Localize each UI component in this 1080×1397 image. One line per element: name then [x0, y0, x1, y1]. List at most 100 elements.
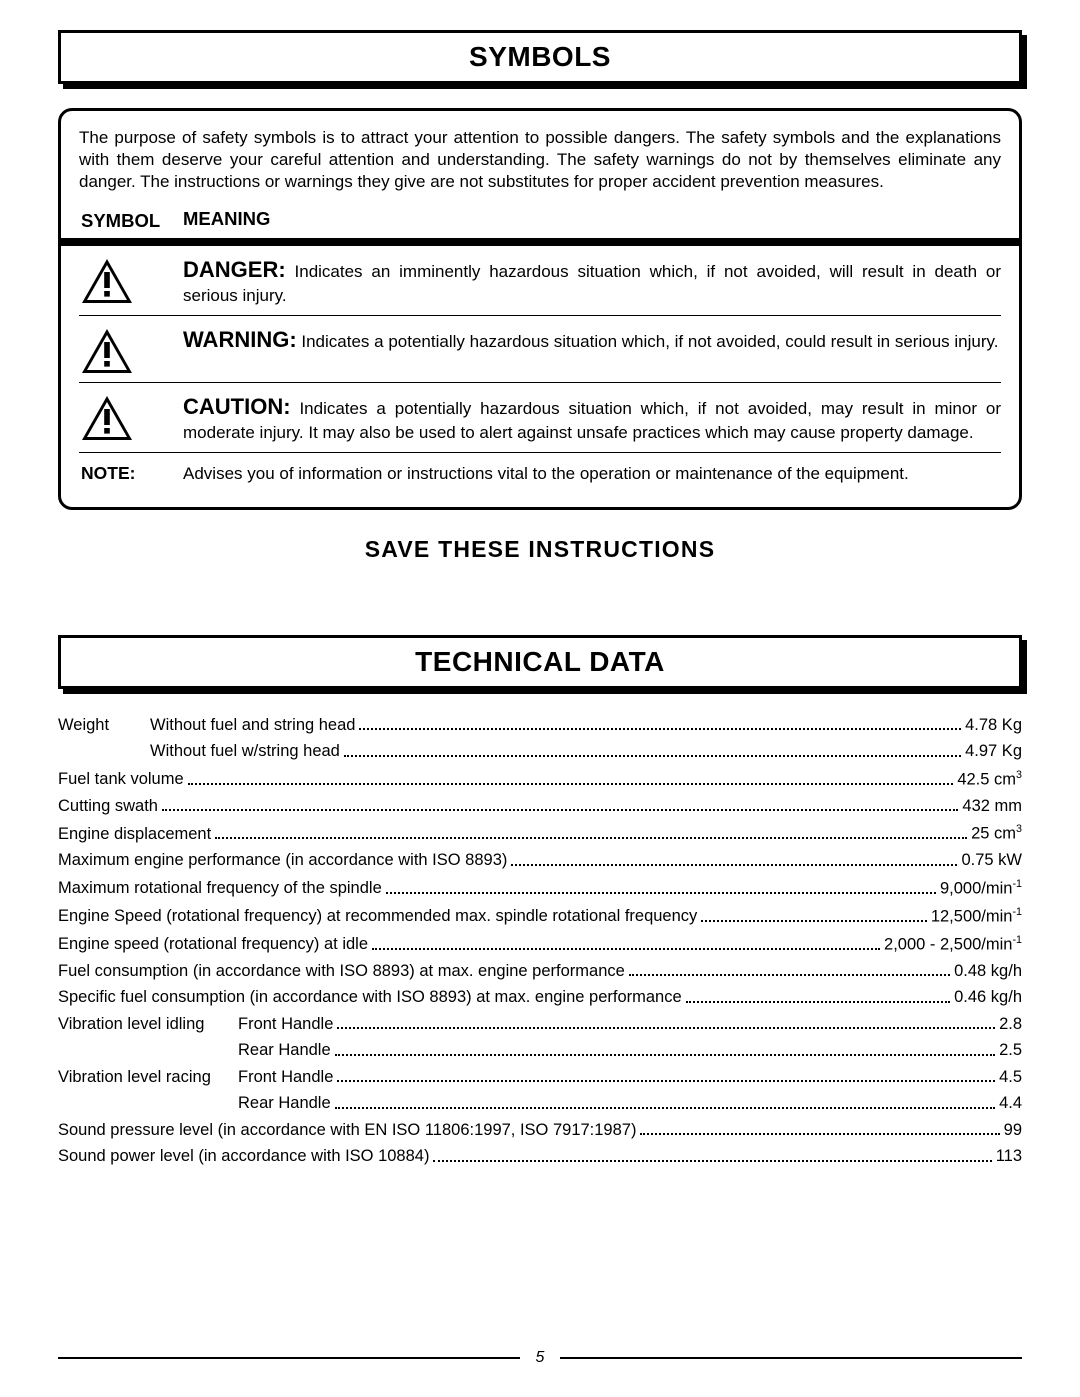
td-engine-disp-label: Engine displacement: [58, 826, 211, 843]
dot-leader: [335, 1054, 995, 1056]
page: SYMBOLS The purpose of safety symbols is…: [0, 0, 1080, 1397]
td-max-rot-freq: Maximum rotational frequency of the spin…: [58, 879, 1022, 897]
dot-leader: [188, 783, 954, 785]
warning-text: Indicates a potentially hazardous situat…: [297, 332, 999, 351]
symbols-intro: The purpose of safety symbols is to attr…: [79, 127, 1001, 192]
td-weight-whead: Without fuel w/string head 4.97 Kg: [58, 743, 1022, 760]
td-weight-nohead: Weight Without fuel and string head 4.78…: [58, 717, 1022, 734]
symbol-row-danger: DANGER: Indicates an imminently hazardou…: [79, 246, 1001, 316]
td-max-engine-perf-val: 0.75 kW: [961, 852, 1022, 869]
td-max-rot-freq-label: Maximum rotational frequency of the spin…: [58, 880, 382, 897]
td-engine-disp-val: 25 cm3: [971, 824, 1022, 842]
td-sound-pressure-val: 99: [1004, 1122, 1022, 1139]
td-max-engine-perf-label: Maximum engine performance (in accordanc…: [58, 852, 507, 869]
td-sound-power-label: Sound power level (in accordance with IS…: [58, 1148, 429, 1165]
td-rear-handle: Rear Handle: [238, 1095, 331, 1112]
td-vib-race-lead: Vibration level racing: [58, 1069, 238, 1086]
td-vib-idle-lead: Vibration level idling: [58, 1016, 238, 1033]
td-weight-nohead-label: Without fuel and string head: [150, 717, 355, 734]
td-weight-whead-label: Without fuel w/string head: [150, 743, 340, 760]
td-engine-speed-idle: Engine speed (rotational frequency) at i…: [58, 935, 1022, 953]
td-vib-idle-front: Vibration level idling Front Handle 2.8: [58, 1016, 1022, 1033]
td-sound-pressure-label: Sound pressure level (in accordance with…: [58, 1122, 636, 1139]
td-weight-whead-val: 4.97 Kg: [965, 743, 1022, 760]
symbol-row-caution: CAUTION: Indicates a potentially hazardo…: [79, 383, 1001, 453]
header-meaning: MEANING: [183, 208, 270, 232]
td-vib-race-front-val: 4.5: [999, 1069, 1022, 1086]
technical-data-list: Weight Without fuel and string head 4.78…: [58, 717, 1022, 1165]
td-engine-speed-idle-label: Engine speed (rotational frequency) at i…: [58, 936, 368, 953]
danger-lead: DANGER:: [183, 257, 286, 282]
header-symbol: SYMBOL: [79, 208, 183, 232]
td-engine-speed-max: Engine Speed (rotational frequency) at r…: [58, 907, 1022, 925]
dot-leader: [640, 1133, 999, 1135]
symbols-title: SYMBOLS: [58, 30, 1022, 84]
td-sound-pressure: Sound pressure level (in accordance with…: [58, 1122, 1022, 1139]
td-spec-fuel-cons: Specific fuel consumption (in accordance…: [58, 989, 1022, 1006]
dot-leader: [386, 892, 936, 894]
dot-leader: [629, 974, 950, 976]
td-cutting-swath-val: 432 mm: [962, 798, 1022, 815]
td-weight-lead: Weight: [58, 717, 150, 734]
td-engine-speed-max-label: Engine Speed (rotational frequency) at r…: [58, 908, 697, 925]
td-vib-race-rear: Rear Handle 4.4: [58, 1095, 1022, 1112]
dot-leader: [162, 809, 958, 811]
td-fuel-tank-val: 42.5 cm3: [957, 770, 1022, 788]
symbols-title-box: SYMBOLS: [58, 30, 1022, 84]
warning-triangle-icon: [81, 258, 133, 304]
warning-triangle-icon: [81, 395, 133, 441]
dot-leader: [372, 948, 880, 950]
note-lead: NOTE:: [79, 463, 183, 484]
td-fuel-tank: Fuel tank volume 42.5 cm3: [58, 770, 1022, 788]
technical-title-box: TECHNICAL DATA: [58, 635, 1022, 689]
td-spec-fuel-cons-label: Specific fuel consumption (in accordance…: [58, 989, 682, 1006]
page-footer: 5: [58, 1349, 1022, 1367]
dot-leader: [337, 1027, 995, 1029]
td-cutting-swath: Cutting swath 432 mm: [58, 798, 1022, 815]
td-rear-handle: Rear Handle: [238, 1042, 331, 1059]
danger-text: Indicates an imminently hazardous situat…: [183, 262, 1001, 305]
warning-triangle-icon: [81, 328, 133, 374]
page-number: 5: [530, 1349, 551, 1367]
td-engine-speed-idle-val: 2,000 - 2,500/min-1: [884, 935, 1022, 953]
technical-title: TECHNICAL DATA: [58, 635, 1022, 689]
caution-text: Indicates a potentially hazardous situat…: [183, 399, 1001, 442]
symbol-row-warning: WARNING: Indicates a potentially hazardo…: [79, 316, 1001, 383]
dot-leader: [701, 920, 927, 922]
td-vib-idle-rear-val: 2.5: [999, 1042, 1022, 1059]
symbols-header-row: SYMBOL MEANING: [79, 208, 1001, 236]
td-engine-speed-max-val: 12,500/min-1: [931, 907, 1022, 925]
header-divider-bar: [61, 238, 1019, 246]
dot-leader: [359, 728, 961, 730]
dot-leader: [511, 864, 957, 866]
td-cutting-swath-label: Cutting swath: [58, 798, 158, 815]
save-instructions: SAVE THESE INSTRUCTIONS: [58, 536, 1022, 563]
caution-lead: CAUTION:: [183, 394, 291, 419]
td-vib-race-rear-val: 4.4: [999, 1095, 1022, 1112]
td-spec-fuel-cons-val: 0.46 kg/h: [954, 989, 1022, 1006]
warning-lead: WARNING:: [183, 327, 297, 352]
dot-leader: [344, 755, 961, 757]
td-vib-race-front: Vibration level racing Front Handle 4.5: [58, 1069, 1022, 1086]
dot-leader: [686, 1001, 950, 1003]
td-engine-disp: Engine displacement 25 cm3: [58, 824, 1022, 842]
td-fuel-cons: Fuel consumption (in accordance with ISO…: [58, 963, 1022, 980]
td-fuel-tank-label: Fuel tank volume: [58, 771, 184, 788]
td-sound-power: Sound power level (in accordance with IS…: [58, 1148, 1022, 1165]
caution-meaning: CAUTION: Indicates a potentially hazardo…: [183, 393, 1001, 444]
td-front-handle: Front Handle: [238, 1016, 333, 1033]
note-text: Advises you of information or instructio…: [183, 463, 1001, 485]
td-weight-nohead-val: 4.78 Kg: [965, 717, 1022, 734]
td-vib-idle-front-val: 2.8: [999, 1016, 1022, 1033]
dot-leader: [433, 1160, 991, 1162]
footer-rule-right: [560, 1357, 1022, 1359]
warning-icon-cell: [79, 326, 183, 374]
td-fuel-cons-label: Fuel consumption (in accordance with ISO…: [58, 963, 625, 980]
warning-meaning: WARNING: Indicates a potentially hazardo…: [183, 326, 1001, 355]
caution-icon-cell: [79, 393, 183, 441]
symbols-box: The purpose of safety symbols is to attr…: [58, 108, 1022, 510]
dot-leader: [337, 1080, 995, 1082]
danger-icon-cell: [79, 256, 183, 304]
symbol-row-note: NOTE: Advises you of information or inst…: [79, 453, 1001, 493]
dot-leader: [335, 1107, 995, 1109]
